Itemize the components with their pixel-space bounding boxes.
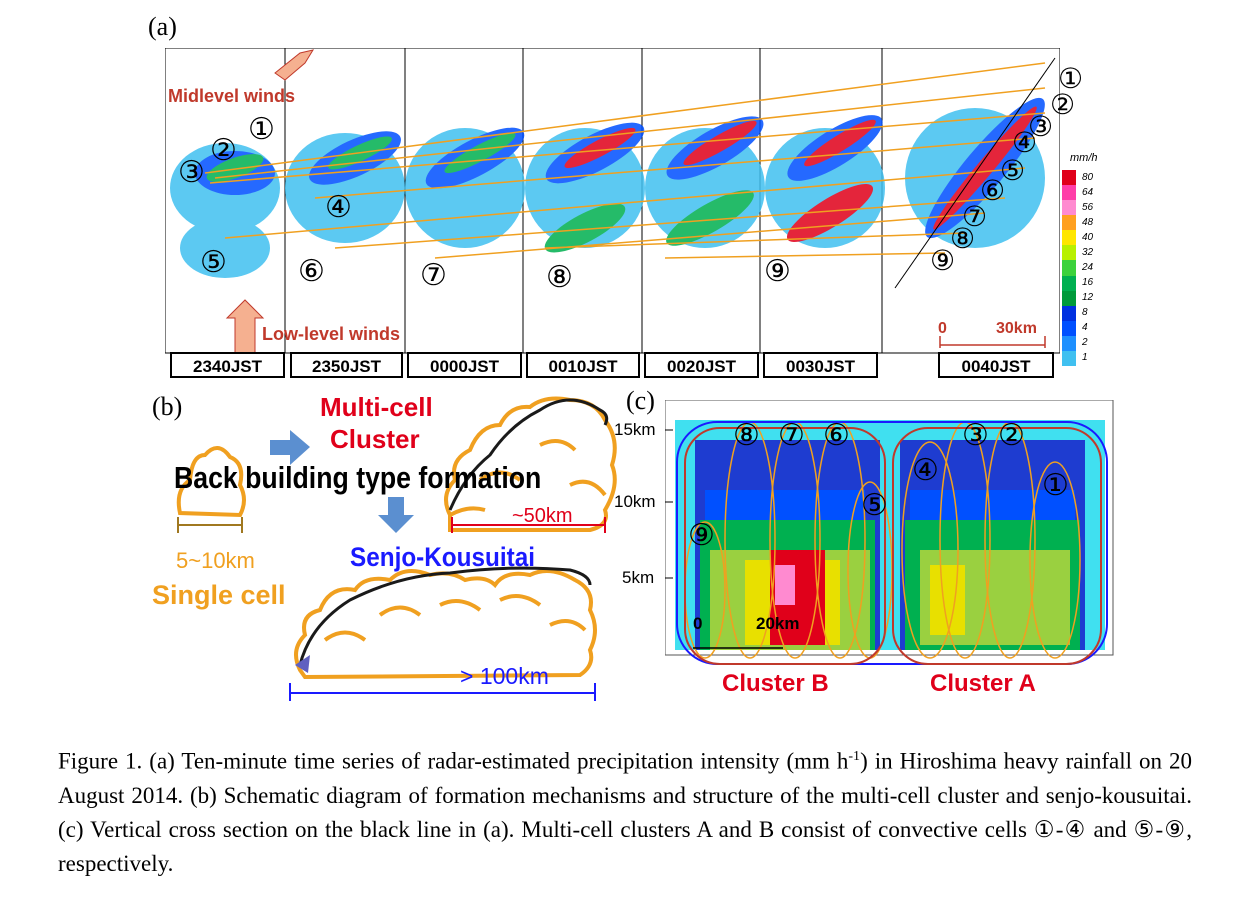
panel-b-letter: (b) bbox=[152, 392, 183, 421]
senjo-kousuitai-shape bbox=[294, 569, 597, 680]
colorbar bbox=[1062, 170, 1076, 366]
time-label-0040: 0040JST bbox=[938, 352, 1054, 378]
cell-marker-1: ① bbox=[248, 113, 275, 146]
cell-marker-8: ⑧ bbox=[546, 261, 573, 294]
back-building-label: Back building type formation bbox=[174, 460, 542, 495]
single-cell-size-label: 5~10km bbox=[176, 548, 255, 573]
cs-cell-3: ③ bbox=[962, 419, 989, 452]
cs-cell-9: ⑨ bbox=[688, 519, 715, 552]
cell-marker-8-right: ⑧ bbox=[950, 223, 976, 254]
multi-cell-cluster-shape bbox=[444, 396, 617, 532]
y-tick-5km: 5km bbox=[622, 568, 655, 587]
cell-marker-4-right: ④ bbox=[1012, 127, 1038, 158]
colorbar-tick-label: 16 bbox=[1082, 277, 1094, 289]
size-50km-label: ~50km bbox=[512, 505, 573, 527]
colorbar-segment bbox=[1062, 230, 1076, 246]
cell-marker-3: ③ bbox=[178, 156, 205, 189]
colorbar-segment bbox=[1062, 335, 1076, 351]
cell-marker-2: ② bbox=[210, 134, 237, 167]
caption-part2: ) in Hiroshima heavy rainfall on 20 Augu… bbox=[58, 748, 1192, 876]
x-zero-label: 0 bbox=[693, 614, 703, 633]
caption-part1: Figure 1. (a) Ten-minute time series of … bbox=[58, 748, 849, 774]
colorbar-segment bbox=[1062, 320, 1076, 336]
cell-marker-4: ④ bbox=[325, 191, 352, 224]
colorbar-tick-label: 32 bbox=[1082, 246, 1094, 258]
colorbar-segment bbox=[1062, 200, 1076, 216]
scale-km-label: 30km bbox=[996, 320, 1037, 337]
schematic-diagram bbox=[176, 396, 617, 701]
midlevel-winds-label: Midlevel winds bbox=[168, 86, 296, 106]
cluster-b-label: Cluster B bbox=[722, 670, 829, 697]
colorbar-tick-label: 12 bbox=[1082, 292, 1094, 304]
colorbar-segment bbox=[1062, 275, 1076, 291]
cell-marker-6: ⑥ bbox=[298, 255, 325, 288]
time-label-2340: 2340JST bbox=[170, 352, 285, 378]
colorbar-tick-label: 2 bbox=[1082, 337, 1088, 349]
time-label-0020: 0020JST bbox=[644, 352, 759, 378]
cs-cell-2: ② bbox=[998, 419, 1025, 452]
colorbar-tick-label: 4 bbox=[1082, 322, 1088, 334]
colorbar-segment bbox=[1062, 215, 1076, 231]
caption-superscript: -1 bbox=[848, 749, 861, 764]
lowlevel-winds-label: Low-level winds bbox=[262, 324, 401, 344]
cs-cell-8: ⑧ bbox=[733, 419, 760, 452]
senjo-label: Senjo-Kousuitai bbox=[350, 542, 535, 572]
cluster-a-label: Cluster A bbox=[930, 670, 1036, 697]
cs-cell-6: ⑥ bbox=[823, 419, 850, 452]
single-cell-icon bbox=[176, 446, 246, 518]
colorbar-segment bbox=[1062, 350, 1076, 366]
cell-marker-2-right: ② bbox=[1050, 89, 1076, 120]
colorbar-segment bbox=[1062, 170, 1076, 186]
colorbar-segment bbox=[1062, 305, 1076, 321]
single-cell-label: Single cell bbox=[152, 580, 286, 610]
cell-marker-5-right: ⑤ bbox=[1000, 155, 1026, 186]
colorbar-tick-label: 1 bbox=[1082, 352, 1088, 364]
cell-marker-1-right: ① bbox=[1058, 63, 1084, 94]
cell-marker-3-right: ③ bbox=[1028, 111, 1054, 142]
size-100km-label: > 100km bbox=[460, 663, 549, 689]
colorbar-tick-label: 48 bbox=[1082, 216, 1094, 228]
cell-marker-7: ⑦ bbox=[420, 259, 447, 292]
cell-marker-7-right: ⑦ bbox=[962, 201, 988, 232]
multi-cell-label-line1: Multi-cell bbox=[320, 392, 433, 422]
radar-map-panel bbox=[165, 48, 1060, 354]
panel-c-letter: (c) bbox=[626, 386, 655, 415]
colorbar-tick-label: 40 bbox=[1082, 231, 1094, 243]
scale-zero-label: 0 bbox=[938, 320, 947, 337]
colorbar-tick-label: 64 bbox=[1082, 186, 1094, 198]
multi-cell-label-line2: Cluster bbox=[330, 424, 420, 454]
cell-marker-5: ⑤ bbox=[200, 246, 227, 279]
colorbar-segment bbox=[1062, 260, 1076, 276]
cross-section-plot bbox=[665, 400, 1114, 665]
colorbar-segment bbox=[1062, 290, 1076, 306]
time-label-0000: 0000JST bbox=[407, 352, 522, 378]
x-scale-label: 20km bbox=[756, 614, 800, 633]
colorbar-segment bbox=[1062, 245, 1076, 261]
colorbar-unit-label: mm/h bbox=[1070, 152, 1098, 164]
panel-a-letter: (a) bbox=[148, 12, 177, 41]
time-label-0010: 0010JST bbox=[526, 352, 640, 378]
cell-marker-9: ⑨ bbox=[764, 255, 791, 288]
cs-cell-1: ① bbox=[1042, 469, 1069, 502]
cell-marker-6-right: ⑥ bbox=[980, 175, 1006, 206]
time-label-0030: 0030JST bbox=[763, 352, 878, 378]
colorbar-tick-label: 8 bbox=[1082, 307, 1088, 319]
y-tick-15km: 15km bbox=[614, 420, 656, 439]
cell-marker-9-right: ⑨ bbox=[930, 245, 956, 276]
colorbar-tick-label: 80 bbox=[1082, 171, 1094, 183]
colorbar-segment bbox=[1062, 185, 1076, 201]
colorbar-tick-label: 24 bbox=[1082, 262, 1094, 273]
cs-cell-4: ④ bbox=[912, 454, 939, 487]
figure-caption: Figure 1. (a) Ten-minute time series of … bbox=[58, 740, 1192, 881]
cs-cell-7: ⑦ bbox=[778, 419, 805, 452]
y-tick-10km: 10km bbox=[614, 492, 656, 511]
cs-cell-5: ⑤ bbox=[861, 489, 888, 522]
time-label-2350: 2350JST bbox=[290, 352, 403, 378]
colorbar-tick-label: 56 bbox=[1082, 201, 1094, 213]
